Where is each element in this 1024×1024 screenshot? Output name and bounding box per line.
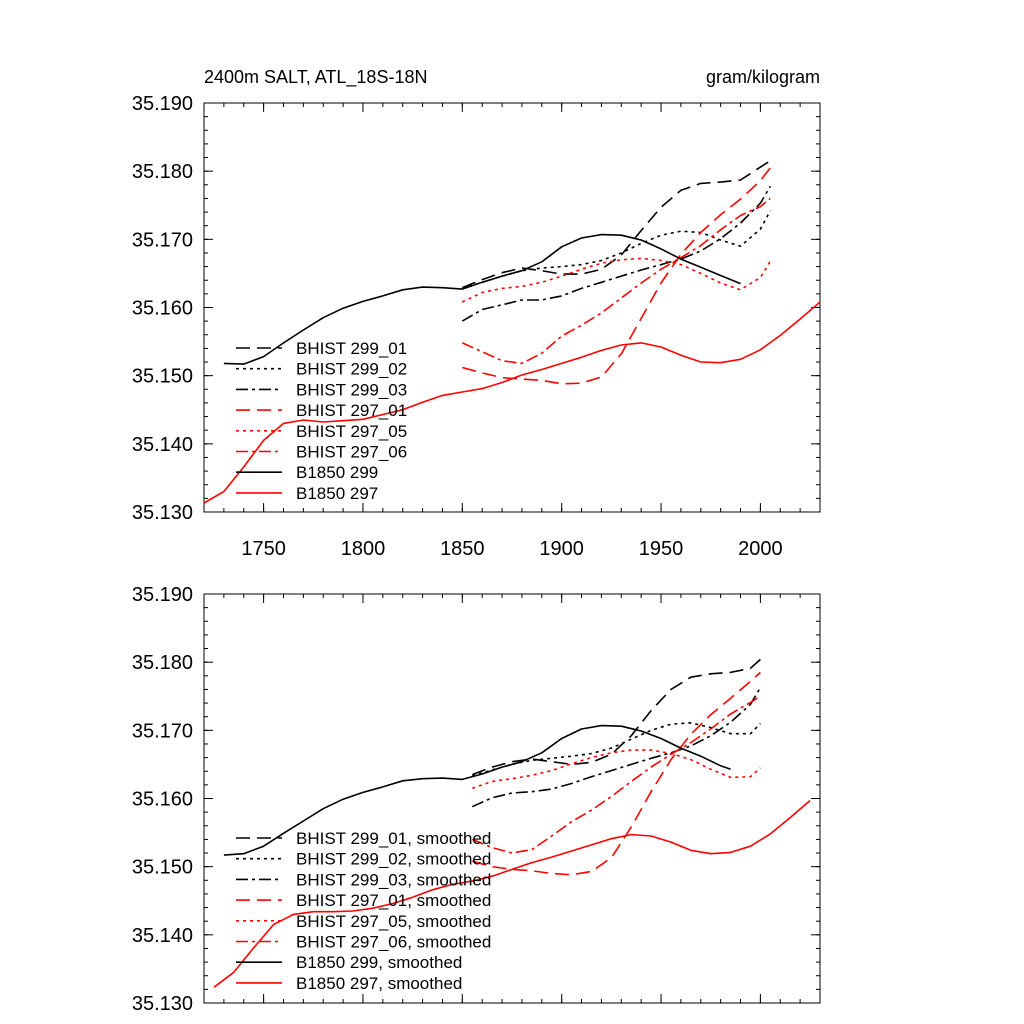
legend-label-6: B1850 299, smoothed xyxy=(296,953,462,972)
panel-top: 2400m SALT, ATL_18S-18N gram/kilogram 35… xyxy=(132,67,821,560)
x-tick-label: 1750 xyxy=(241,538,286,560)
series-line-6 xyxy=(223,233,741,365)
series-line-7 xyxy=(213,799,811,988)
legend-label-4: BHIST 297_05 xyxy=(296,422,407,441)
units-label: gram/kilogram xyxy=(706,67,820,87)
legend-label-0: BHIST 299_01, smoothed xyxy=(296,829,491,848)
series-line-5 xyxy=(471,695,761,854)
legend-label-7: B1850 297, smoothed xyxy=(296,974,462,993)
x-tick-label: 2000 xyxy=(738,538,783,560)
y-tick-label: 35.140 xyxy=(132,925,193,947)
series-line-3 xyxy=(462,167,771,385)
x-tick-label: 1950 xyxy=(639,538,684,560)
legend-label-5: BHIST 297_06 xyxy=(296,443,407,462)
legend-label-2: BHIST 299_03 xyxy=(296,380,407,399)
x-tick-label: 1900 xyxy=(539,538,584,560)
panel-bottom: 35.130 35.140 35.150 35.160 35.170 35.180 35.1… xyxy=(132,584,821,1015)
series-line-0 xyxy=(472,658,761,776)
series-line-4 xyxy=(461,257,771,303)
y-tick-label: 35.180 xyxy=(132,161,193,183)
y-tick-label: 35.150 xyxy=(132,366,193,388)
legend-label-6: B1850 299 xyxy=(296,463,378,482)
x-tick-label: 1800 xyxy=(341,538,386,560)
y-tick-label: 35.160 xyxy=(132,298,193,320)
y-tick-label: 35.150 xyxy=(132,857,193,879)
legend-label-0: BHIST 299_01 xyxy=(296,339,407,358)
series-line-7 xyxy=(204,301,820,504)
series-group xyxy=(213,658,811,988)
legend-label-1: BHIST 299_02, smoothed xyxy=(296,850,491,869)
legend-label-4: BHIST 297_05, smoothed xyxy=(296,912,491,931)
legend-label-7: B1850 297 xyxy=(296,484,378,503)
legend-label-1: BHIST 299_02 xyxy=(296,360,407,379)
series-line-2 xyxy=(461,185,771,322)
y-tick-label: 35.130 xyxy=(132,502,193,524)
series-line-2 xyxy=(471,686,762,808)
y-tick-label: 35.140 xyxy=(132,434,193,456)
x-tick-label: 1850 xyxy=(440,538,485,560)
series-line-0 xyxy=(461,160,771,289)
y-tick-label: 35.170 xyxy=(132,229,193,251)
series-line-3 xyxy=(472,671,761,876)
legend-label-5: BHIST 297_06, smoothed xyxy=(296,933,491,952)
series-line-4 xyxy=(472,749,761,790)
series-line-1 xyxy=(462,210,772,289)
y-tick-label: 35.190 xyxy=(132,584,193,606)
y-tick-label: 35.190 xyxy=(132,93,193,115)
legend-label-2: BHIST 299_03, smoothed xyxy=(296,870,491,889)
series-line-5 xyxy=(461,197,771,365)
y-tick-label: 35.170 xyxy=(132,720,193,742)
panel-title: 2400m SALT, ATL_18S-18N xyxy=(204,67,427,88)
series-group xyxy=(204,160,820,504)
series-line-6 xyxy=(223,724,731,856)
legend-label-3: BHIST 297_01 xyxy=(296,401,407,420)
y-tick-label: 35.130 xyxy=(132,993,193,1015)
y-tick-label: 35.160 xyxy=(132,789,193,811)
y-tick-label: 35.180 xyxy=(132,652,193,674)
legend-label-3: BHIST 297_01, smoothed xyxy=(296,891,491,910)
